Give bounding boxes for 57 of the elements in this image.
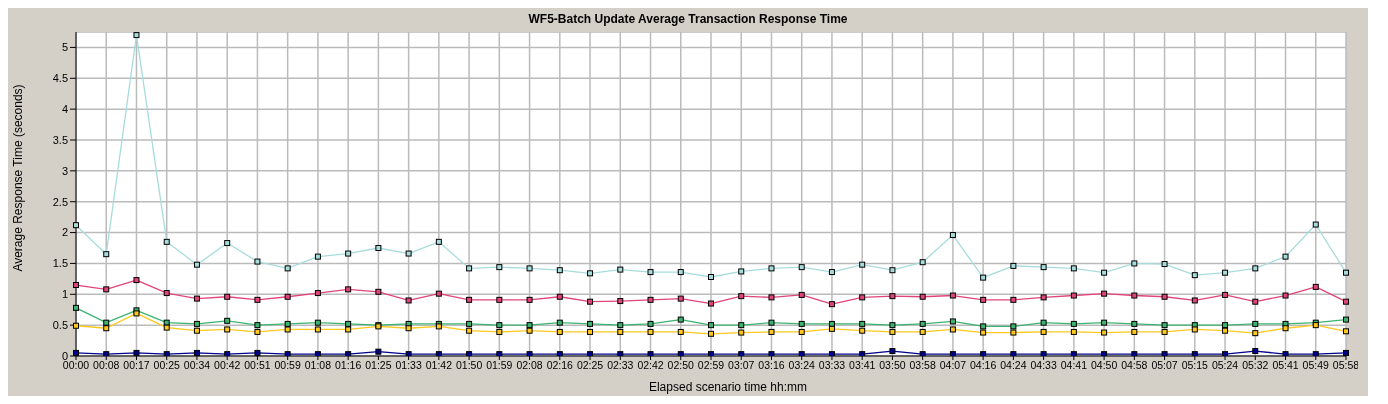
x-tick-label: 00:17 bbox=[123, 359, 150, 372]
x-tick-label: 05:41 bbox=[1272, 359, 1299, 372]
x-tick-label: 04:07 bbox=[939, 359, 967, 372]
x-tick-label: 04:24 bbox=[1000, 359, 1027, 372]
x-tick-label: 00:25 bbox=[153, 359, 181, 372]
x-tick-label: 01:25 bbox=[365, 359, 392, 372]
x-tick-label: 00:42 bbox=[214, 359, 241, 372]
y-tick-label: 1 bbox=[61, 288, 68, 301]
y-tick-label: 0.5 bbox=[52, 319, 68, 332]
x-tick-label: 01:59 bbox=[486, 359, 513, 372]
x-tick-label: 02:59 bbox=[697, 359, 725, 372]
x-tick-label: 04:50 bbox=[1090, 359, 1118, 372]
x-tick-label: 03:33 bbox=[818, 359, 846, 372]
x-tick-label: 01:08 bbox=[304, 359, 332, 372]
x-tick-label: 00:00 bbox=[62, 359, 90, 372]
x-tick-label: 02:33 bbox=[607, 359, 634, 372]
x-tick-label: 05:32 bbox=[1242, 359, 1269, 372]
y-tick-label: 3 bbox=[61, 164, 68, 177]
x-axis-title: Elapsed scenario time hh:mm bbox=[647, 380, 809, 394]
y-tick-label: 2.5 bbox=[52, 195, 68, 208]
x-tick-label: 02:42 bbox=[637, 359, 664, 372]
x-tick-label: 00:08 bbox=[93, 359, 120, 372]
x-tick-label: 04:58 bbox=[1121, 359, 1148, 372]
x-tick-label: 05:07 bbox=[1151, 359, 1178, 372]
x-tick-label: 03:24 bbox=[788, 359, 816, 372]
y-tick-label: 0 bbox=[61, 349, 68, 362]
x-tick-label: 01:42 bbox=[425, 359, 453, 372]
y-tick-label: 5 bbox=[61, 41, 68, 54]
x-tick-label: 05:24 bbox=[1211, 359, 1239, 372]
y-tick-label: 4.5 bbox=[52, 72, 68, 85]
x-tick-label: 05:15 bbox=[1181, 359, 1209, 372]
x-tick-label: 01:33 bbox=[395, 359, 422, 372]
x-tick-label: 00:51 bbox=[244, 359, 271, 372]
y-tick-label: 2 bbox=[61, 226, 68, 239]
x-tick-label: 02:25 bbox=[576, 359, 604, 372]
chart-title: WF5-Batch Update Average Transaction Response Time bbox=[527, 12, 849, 26]
x-tick-label: 04:41 bbox=[1060, 359, 1088, 372]
x-tick-label: 00:59 bbox=[274, 359, 301, 372]
x-tick-label: 01:50 bbox=[455, 359, 483, 372]
x-tick-label: 03:41 bbox=[849, 359, 876, 372]
x-tick-label: 02:50 bbox=[667, 359, 695, 372]
y-tick-label: 4 bbox=[61, 103, 68, 116]
y-axis-title: Average Response Time (seconds) bbox=[11, 84, 25, 272]
x-tick-label: 05:49 bbox=[1302, 359, 1330, 372]
x-tick-label: 01:16 bbox=[335, 359, 362, 372]
x-tick-label: 05:58 bbox=[1332, 359, 1360, 372]
x-tick-label: 02:08 bbox=[516, 359, 543, 372]
x-tick-label: 00:34 bbox=[183, 359, 211, 372]
x-tick-label: 03:58 bbox=[909, 359, 936, 372]
x-tick-label: 03:16 bbox=[758, 359, 785, 372]
y-tick-label: 1.5 bbox=[52, 257, 68, 270]
x-tick-label: 02:16 bbox=[546, 359, 574, 372]
y-tick-label: 3.5 bbox=[52, 133, 68, 146]
x-tick-label: 04:16 bbox=[970, 359, 997, 372]
x-tick-label: 04:33 bbox=[1030, 359, 1057, 372]
x-tick-label: 03:50 bbox=[879, 359, 906, 372]
x-tick-label: 03:07 bbox=[728, 359, 755, 372]
